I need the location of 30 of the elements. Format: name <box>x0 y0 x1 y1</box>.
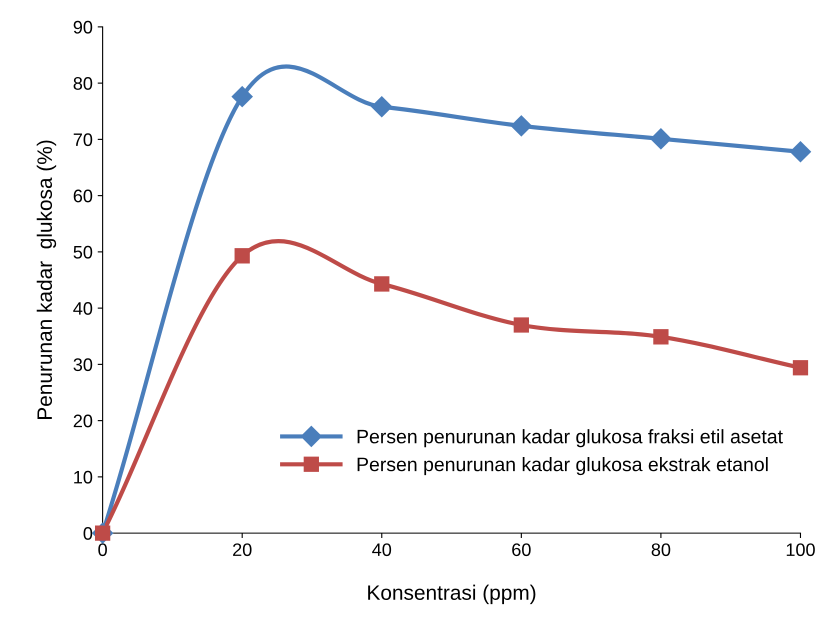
x-tick-label: 20 <box>233 543 252 556</box>
y-tick-label: 10 <box>74 470 92 484</box>
legend-label: Persen penurunan kadar glukosa ekstrak etanol <box>358 457 768 476</box>
x-tick-label: 60 <box>512 543 531 556</box>
point <box>232 86 253 108</box>
y-tick-label: 80 <box>74 77 92 90</box>
point <box>792 360 808 376</box>
y-tick-label: 70 <box>74 133 92 146</box>
y-tick-label: 40 <box>73 302 92 315</box>
point <box>514 317 529 333</box>
point <box>790 141 811 162</box>
point <box>650 128 672 150</box>
x-tick-label: 100 <box>786 543 815 556</box>
legend-label: Persen penurunan kadar glukosa fraksi etil asetat <box>358 429 783 448</box>
x-tick-label: 0 <box>98 543 107 556</box>
x-tick-label: 80 <box>652 543 670 556</box>
point <box>653 329 669 344</box>
y-tick-label: 0 <box>84 527 92 540</box>
y-tick-label: 90 <box>74 20 92 34</box>
y-tick-label: 60 <box>74 190 92 202</box>
y-tick-label: 20 <box>74 414 92 428</box>
y-tick-label: 30 <box>74 358 92 372</box>
point <box>371 96 392 118</box>
point <box>510 115 532 136</box>
point <box>234 248 250 264</box>
x-axis-title: Konsentrasi (ppm) <box>368 584 536 604</box>
point <box>374 276 390 292</box>
y-tick-label: 50 <box>74 246 92 259</box>
y-axis-title: Penurunan kadar glukosa (%) <box>36 140 56 419</box>
x-tick-label: 40 <box>372 543 392 556</box>
